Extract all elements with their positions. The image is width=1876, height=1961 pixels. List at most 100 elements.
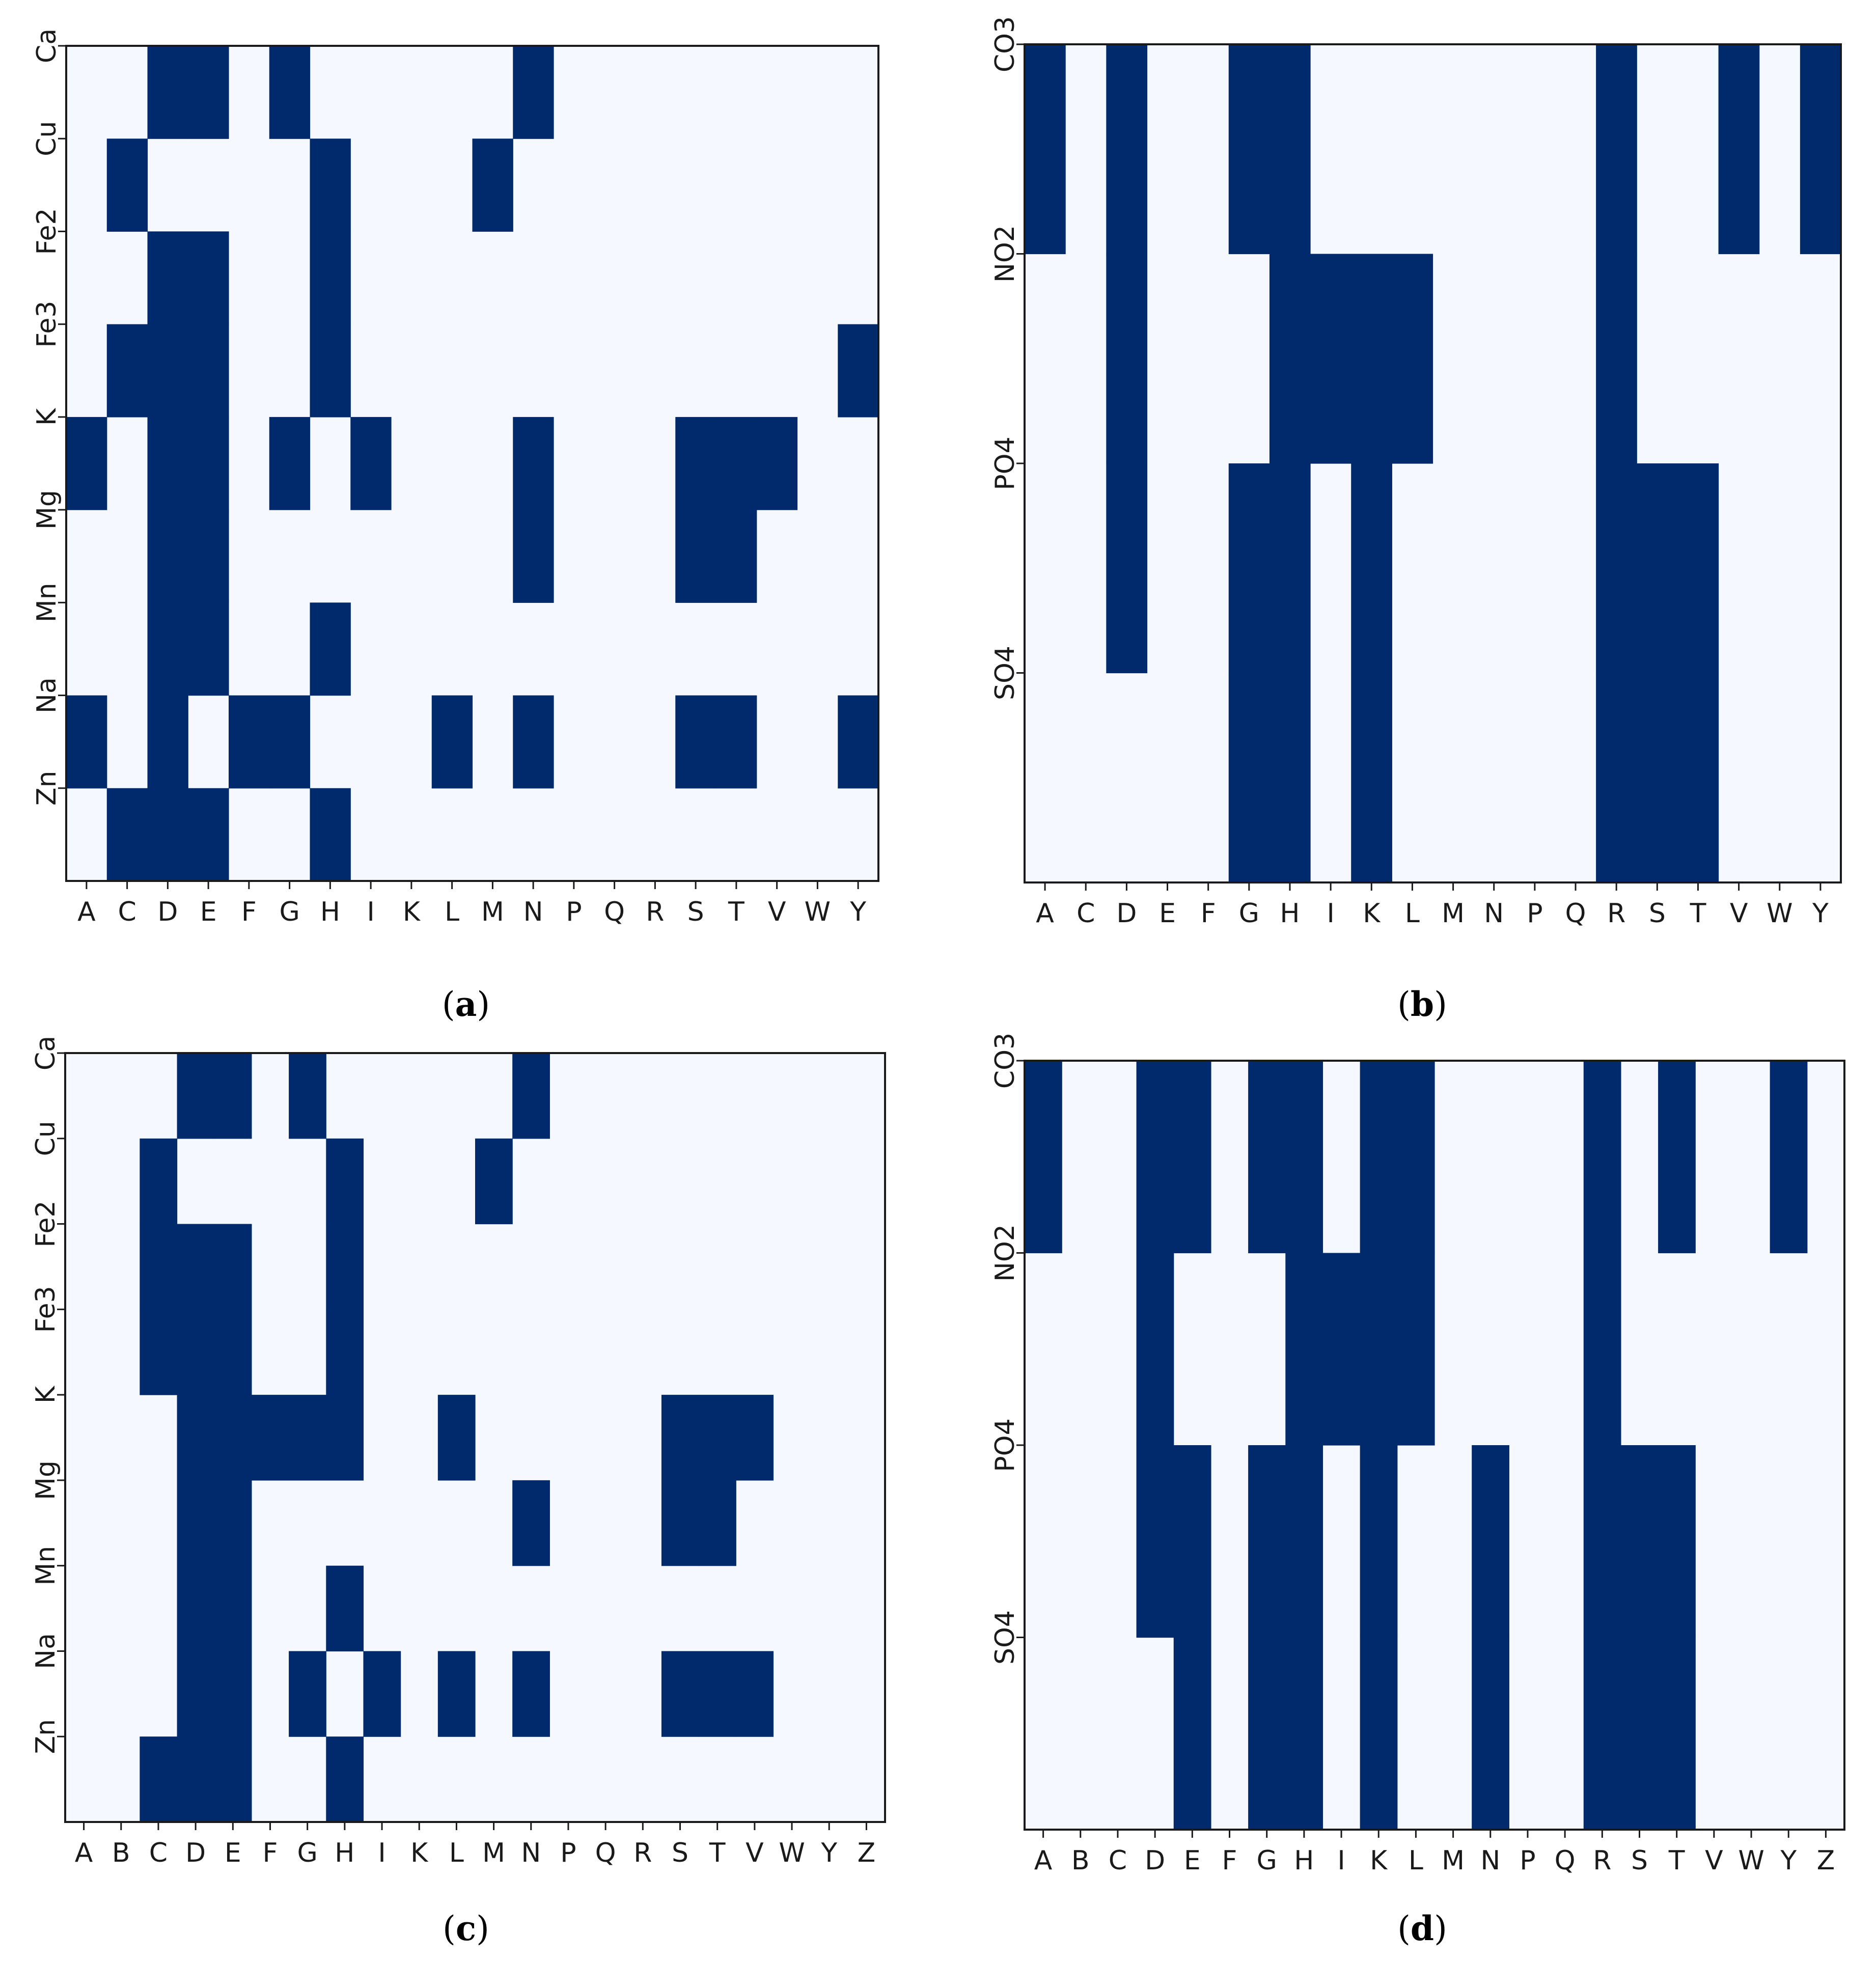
heatmap-cell-NO2-D — [1136, 1253, 1174, 1446]
panel-label: d — [1411, 1909, 1434, 1948]
heatmap-cell-Cu-H — [310, 139, 351, 232]
heatmap-cell-Fe3-D — [147, 324, 188, 418]
x-tick-label: Q — [1555, 1845, 1576, 1876]
y-tick-label: NO2 — [990, 225, 1020, 283]
heatmap-cell-Fe3-E — [188, 324, 229, 418]
x-tick-label: G — [297, 1838, 318, 1868]
heatmap-cell-SO4-N — [1472, 1637, 1509, 1830]
heatmap-cell-Zn-D — [177, 1736, 215, 1822]
x-tick-label: P — [560, 1838, 576, 1868]
heatmap-cell-SO4-R — [1596, 673, 1637, 883]
heatmap-cell-CO3-A — [1025, 1061, 1062, 1254]
y-tick-label: PO4 — [990, 1418, 1020, 1472]
heatmap-cell-CO3-R — [1596, 44, 1637, 255]
heatmap-cell-Na-I — [363, 1651, 401, 1737]
heatmap-cell-Mg-N — [513, 510, 554, 603]
heatmap-cell-NO2-R — [1583, 1253, 1621, 1446]
x-tick-label: Z — [858, 1838, 876, 1868]
heatmap-cell-Na-S — [661, 1651, 699, 1737]
heatmap-cell-K-A — [66, 417, 107, 510]
heatmap-cell-K-S — [661, 1395, 699, 1481]
x-tick-label: I — [1337, 1845, 1345, 1876]
heatmap-cell-Cu-M — [475, 1138, 513, 1225]
x-tick-label: V — [768, 897, 786, 927]
x-tick-label: V — [1705, 1845, 1723, 1876]
heatmap-cell-Na-N — [512, 1651, 550, 1737]
heatmap-cell-PO4-E — [1173, 1445, 1211, 1638]
y-tick-label: Mg — [31, 1460, 61, 1500]
heatmap-cell-K-E — [214, 1395, 252, 1481]
x-tick-label: S — [1649, 898, 1666, 929]
heatmap-cell-SO4-G — [1248, 1637, 1286, 1830]
heatmap-cell-PO4-R — [1583, 1445, 1621, 1638]
x-tick-label: H — [1294, 1845, 1314, 1876]
heatmap-cell-Ca-N — [512, 1053, 550, 1139]
heatmap-cell-PO4-T — [1658, 1445, 1696, 1638]
heatmap-cell-Zn-H — [310, 788, 351, 881]
panel-caption: (a) — [442, 984, 490, 1024]
x-tick-label: Y — [849, 897, 866, 927]
heatmap-cell-Cu-C — [140, 1138, 178, 1225]
y-tick-label: Na — [31, 1633, 61, 1669]
x-tick-label: L — [449, 1838, 464, 1868]
x-tick-label: A — [1034, 1845, 1053, 1876]
heatmap-cell-NO2-L — [1397, 1253, 1435, 1446]
x-tick-label: E — [200, 897, 217, 927]
x-tick-label: L — [445, 897, 459, 927]
heatmap-cell-CO3-K — [1360, 1061, 1398, 1254]
heatmap-cell-Cu-H — [326, 1138, 364, 1225]
x-tick-label: G — [279, 897, 299, 927]
heatmap-cell-NO2-R — [1596, 254, 1637, 464]
y-tick-label: Na — [32, 677, 62, 713]
x-tick-label: W — [1767, 898, 1792, 929]
x-tick-label: K — [410, 1838, 429, 1868]
heatmap-cell-PO4-D — [1136, 1445, 1174, 1638]
heatmap-cell-Mn-H — [326, 1565, 364, 1652]
x-tick-label: S — [672, 1838, 688, 1868]
panel-label: a — [455, 984, 477, 1024]
heatmap-cell-Ca-G — [269, 46, 311, 139]
heatmap-cell-Cu-C — [106, 139, 148, 232]
x-tick-label: Y — [1812, 898, 1829, 929]
heatmap-cell-Cu-M — [472, 139, 513, 232]
heatmap-cell-K-G — [289, 1395, 326, 1481]
heatmap-cell-K-F — [251, 1395, 289, 1481]
heatmap-cell-Ca-E — [214, 1053, 252, 1139]
x-tick-label: R — [633, 1838, 652, 1868]
heatmap-cell-K-V — [756, 417, 798, 510]
heatmap-cell-K-I — [350, 417, 392, 510]
heatmap-cell-NO2-I — [1310, 254, 1351, 464]
panel-label: b — [1411, 984, 1434, 1024]
x-tick-label: E — [1184, 1845, 1201, 1876]
heatmap-cell-Ca-E — [188, 46, 229, 139]
heatmap-cell-Na-N — [513, 695, 554, 789]
y-tick-label: CO3 — [990, 1033, 1020, 1089]
panel-caption: (b) — [1397, 984, 1447, 1024]
x-tick-label: H — [1280, 898, 1300, 929]
heatmap-cell-Zn-D — [147, 788, 188, 881]
heatmap-cell-Mn-D — [147, 602, 188, 696]
y-tick-label: Fe2 — [31, 1200, 61, 1247]
heatmap-cell-Fe2-E — [214, 1224, 252, 1310]
x-tick-label: Q — [1565, 898, 1586, 929]
x-tick-label: E — [1159, 898, 1176, 929]
heatmap-cell-SO4-T — [1677, 673, 1719, 883]
x-tick-label: C — [118, 897, 136, 927]
heatmap-cell-PO4-R — [1596, 463, 1637, 674]
x-tick-label: F — [241, 897, 257, 927]
x-tick-label: K — [403, 897, 421, 927]
panel-caption: (c) — [443, 1909, 489, 1948]
x-tick-label: V — [746, 1838, 764, 1868]
heatmap-cell-Zn-C — [140, 1736, 178, 1822]
heatmap-cell-Mn-H — [310, 602, 351, 696]
x-tick-label: N — [1484, 898, 1504, 929]
x-tick-label: Q — [604, 897, 625, 927]
x-tick-label: H — [335, 1838, 354, 1868]
y-tick-label: Cu — [31, 1121, 61, 1156]
heatmap-cell-K-D — [147, 417, 188, 510]
heatmap-cell-CO3-D — [1106, 44, 1148, 255]
heatmap-cell-Na-L — [431, 695, 473, 789]
heatmap-cell-Na-E — [214, 1651, 252, 1737]
heatmap-cell-PO4-S — [1620, 1445, 1659, 1638]
